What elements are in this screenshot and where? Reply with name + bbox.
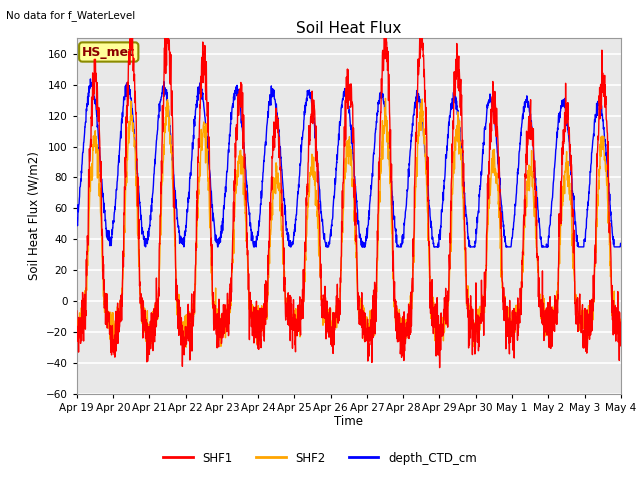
Title: Soil Heat Flux: Soil Heat Flux: [296, 21, 401, 36]
X-axis label: Time: Time: [334, 415, 364, 429]
Text: No data for f_WaterLevel: No data for f_WaterLevel: [6, 10, 136, 21]
Y-axis label: Soil Heat Flux (W/m2): Soil Heat Flux (W/m2): [28, 152, 40, 280]
Text: HS_met: HS_met: [82, 46, 135, 59]
Legend: SHF1, SHF2, depth_CTD_cm: SHF1, SHF2, depth_CTD_cm: [159, 447, 481, 469]
